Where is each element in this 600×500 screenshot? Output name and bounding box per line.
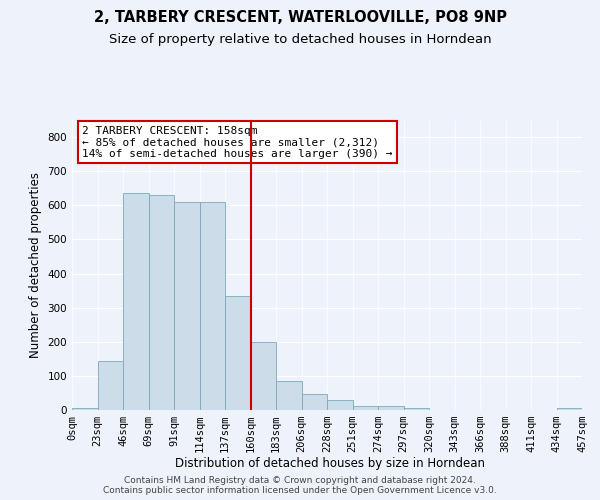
Bar (378, 406, 404, 410)
Bar (353, 406, 378, 410)
Text: Distribution of detached houses by size in Horndean: Distribution of detached houses by size … (175, 458, 485, 470)
Bar (97, 361, 123, 410)
Bar (302, 394, 327, 410)
Bar (251, 342, 276, 410)
Bar (149, 195, 174, 410)
Text: Contains HM Land Registry data © Crown copyright and database right 2024.
Contai: Contains HM Land Registry data © Crown c… (103, 476, 497, 495)
Bar (225, 296, 251, 410)
Bar (276, 381, 302, 410)
Text: Size of property relative to detached houses in Horndean: Size of property relative to detached ho… (109, 32, 491, 46)
Y-axis label: Number of detached properties: Number of detached properties (29, 172, 42, 358)
Bar (174, 202, 199, 410)
Bar (327, 400, 353, 410)
Bar (404, 408, 429, 410)
Bar (123, 192, 149, 410)
Bar (199, 202, 225, 410)
Text: 2 TARBERY CRESCENT: 158sqm
← 85% of detached houses are smaller (2,312)
14% of s: 2 TARBERY CRESCENT: 158sqm ← 85% of deta… (82, 126, 392, 159)
Bar (72, 408, 97, 410)
Text: 2, TARBERY CRESCENT, WATERLOOVILLE, PO8 9NP: 2, TARBERY CRESCENT, WATERLOOVILLE, PO8 … (94, 10, 506, 25)
Bar (557, 408, 582, 410)
